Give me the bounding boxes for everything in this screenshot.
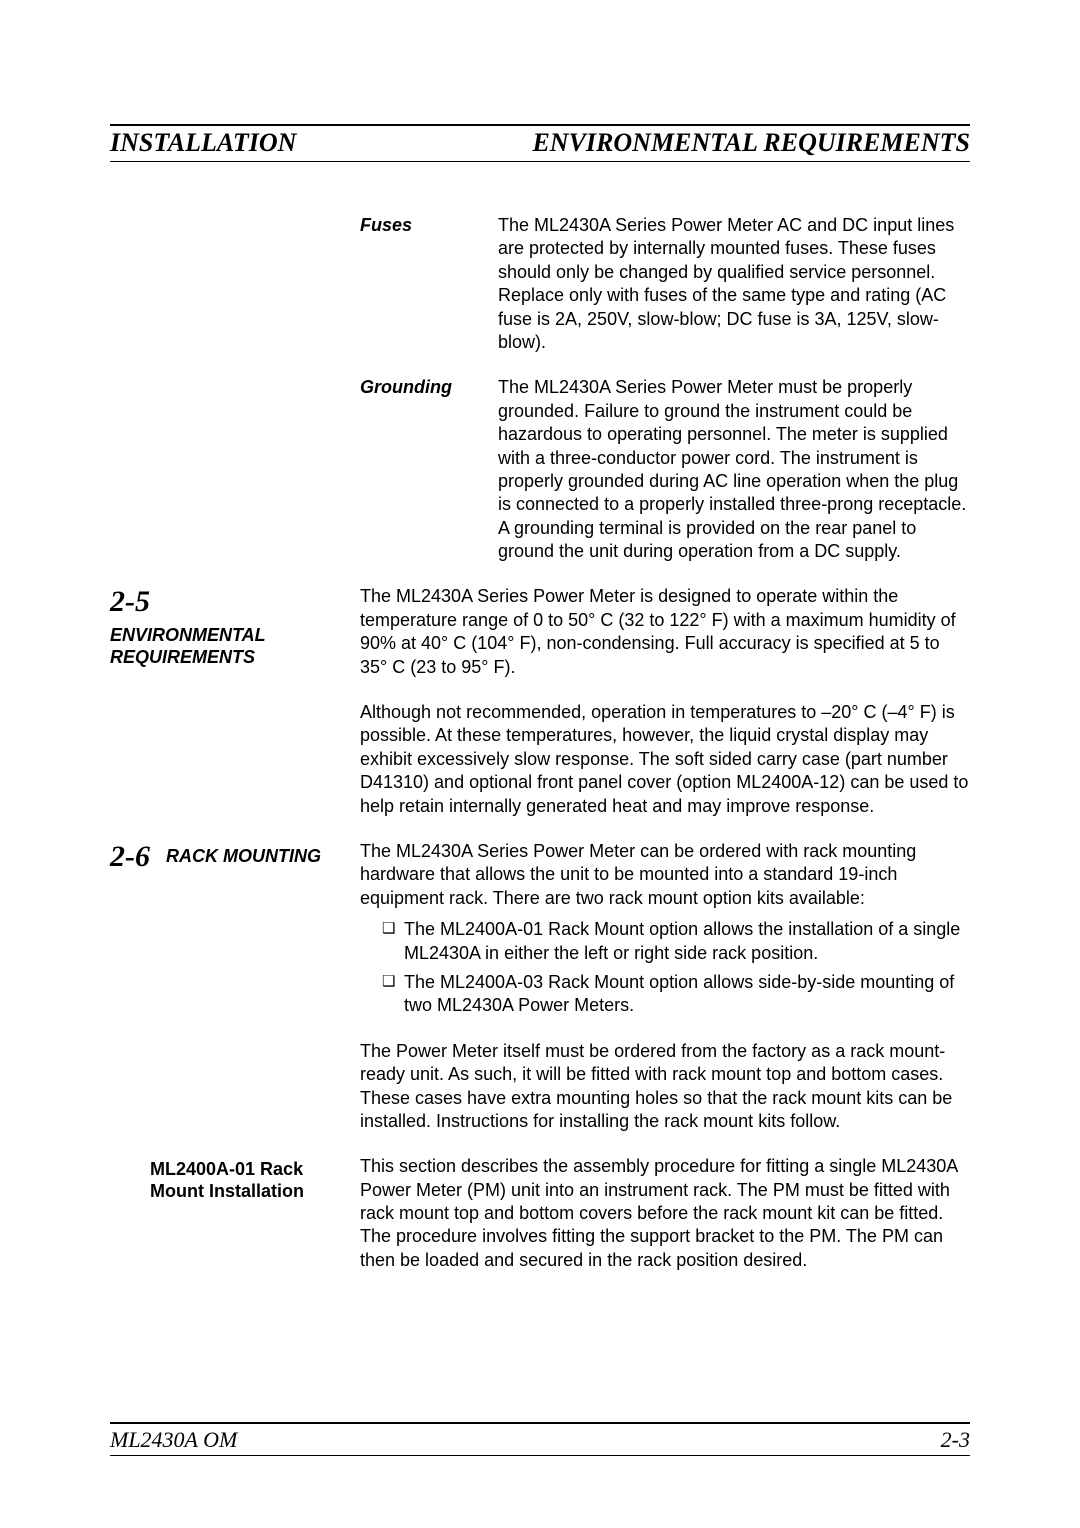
definition-block: Fuses The ML2430A Series Power Meter AC … xyxy=(110,214,970,563)
def-fuses: Fuses The ML2430A Series Power Meter AC … xyxy=(360,214,970,354)
section25-p1: The ML2430A Series Power Meter is design… xyxy=(360,585,970,679)
header-left: INSTALLATION xyxy=(110,128,296,158)
footer-left: ML2430A OM xyxy=(110,1427,237,1453)
section26-p1: The ML2430A Series Power Meter can be or… xyxy=(360,840,970,910)
section26-b2: The ML2400A-03 Rack Mount option allows … xyxy=(382,971,970,1018)
section-num-2-5: 2-5 xyxy=(110,585,150,619)
sub-section: ML2400A-01 Rack Mount Installation This … xyxy=(110,1155,970,1272)
footer-right: 2-3 xyxy=(941,1427,970,1453)
section-2-5: 2-5 ENVIRONMENTAL REQUIREMENTS The ML2430… xyxy=(110,585,970,818)
section-num-2-6: 2-6 xyxy=(110,840,150,874)
footer: ML2430A OM 2-3 xyxy=(110,1422,970,1456)
term-fuses: Fuses xyxy=(360,214,498,354)
section26-b1: The ML2400A-01 Rack Mount option allows … xyxy=(382,918,970,965)
header-right: ENVIRONMENTAL REQUIREMENTS xyxy=(532,128,970,158)
section26-p2: The Power Meter itself must be ordered f… xyxy=(360,1040,970,1134)
section-2-6: 2-6 RACK MOUNTING The ML2430A Series Powe… xyxy=(110,840,970,1133)
section25-p2: Although not recommended, operation in t… xyxy=(360,701,970,818)
sub-heading: ML2400A-01 Rack Mount Installation xyxy=(150,1159,348,1202)
section-title-2-5: ENVIRONMENTAL REQUIREMENTS xyxy=(110,625,348,668)
section26-bullets: The ML2400A-01 Rack Mount option allows … xyxy=(360,918,970,1018)
def-grounding: Grounding The ML2430A Series Power Meter… xyxy=(360,376,970,563)
section-title-2-6: RACK MOUNTING xyxy=(166,846,321,868)
term-grounding: Grounding xyxy=(360,376,498,563)
sub-text: This section describes the assembly proc… xyxy=(360,1155,970,1272)
text-grounding: The ML2430A Series Power Meter must be p… xyxy=(498,376,970,563)
running-header: INSTALLATION ENVIRONMENTAL REQUIREMENTS xyxy=(110,124,970,162)
text-fuses: The ML2430A Series Power Meter AC and DC… xyxy=(498,214,970,354)
